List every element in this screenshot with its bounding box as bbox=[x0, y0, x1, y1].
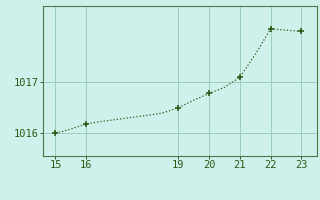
Text: Graphe pression niveau de la mer (hPa): Graphe pression niveau de la mer (hPa) bbox=[41, 182, 279, 192]
